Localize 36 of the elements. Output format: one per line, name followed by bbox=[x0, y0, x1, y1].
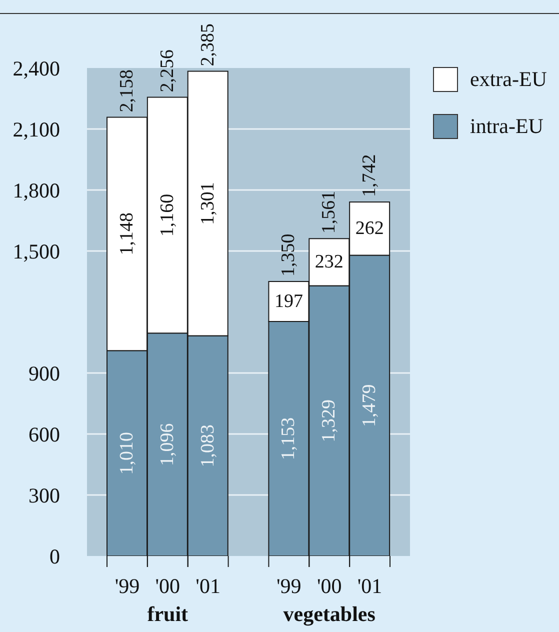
data-label: 1,329 bbox=[318, 400, 340, 442]
y-tick-label: 2,100 bbox=[12, 117, 60, 142]
legend-label: extra-EU bbox=[470, 67, 547, 92]
data-label: 197 bbox=[274, 291, 303, 312]
data-label: 1,301 bbox=[197, 182, 218, 225]
x-tick-label: '00 bbox=[316, 574, 342, 598]
total-label: 1,561 bbox=[318, 190, 340, 234]
y-tick-label: 2,400 bbox=[12, 56, 60, 80]
data-label: 1,160 bbox=[156, 194, 178, 237]
data-label: 1,153 bbox=[278, 417, 300, 460]
x-tick-label: '01 bbox=[357, 574, 382, 598]
x-tick-label: '99 bbox=[276, 574, 302, 598]
total-label: 2,256 bbox=[156, 50, 178, 92]
legend-label: intra-EU bbox=[470, 114, 544, 139]
y-tick-label: 1,800 bbox=[12, 178, 60, 202]
y-tick-label: 900 bbox=[28, 361, 60, 386]
y-tick-label: 0 bbox=[50, 544, 60, 568]
y-tick-label: 1,500 bbox=[12, 239, 60, 264]
text: vegetables bbox=[283, 602, 376, 626]
total-label: 1,742 bbox=[359, 154, 380, 197]
text: fruit bbox=[147, 602, 188, 626]
total-label: 2,158 bbox=[116, 69, 138, 112]
data-label: 1,148 bbox=[116, 212, 138, 256]
total-label: 2,385 bbox=[197, 24, 218, 66]
y-tick-label: 600 bbox=[28, 422, 60, 446]
data-label: 1,479 bbox=[359, 384, 380, 428]
x-tick-label: '99 bbox=[114, 574, 140, 598]
x-tick-label: '00 bbox=[155, 574, 180, 598]
data-label: 232 bbox=[314, 252, 344, 273]
data-label: 1,096 bbox=[156, 423, 178, 466]
x-tick-label: '01 bbox=[196, 574, 220, 598]
total-label: 1,350 bbox=[278, 234, 300, 276]
data-label: 262 bbox=[355, 218, 384, 240]
y-tick-label: 300 bbox=[28, 483, 60, 508]
data-label: 1,083 bbox=[197, 424, 218, 468]
data-label: 1,010 bbox=[116, 432, 138, 475]
